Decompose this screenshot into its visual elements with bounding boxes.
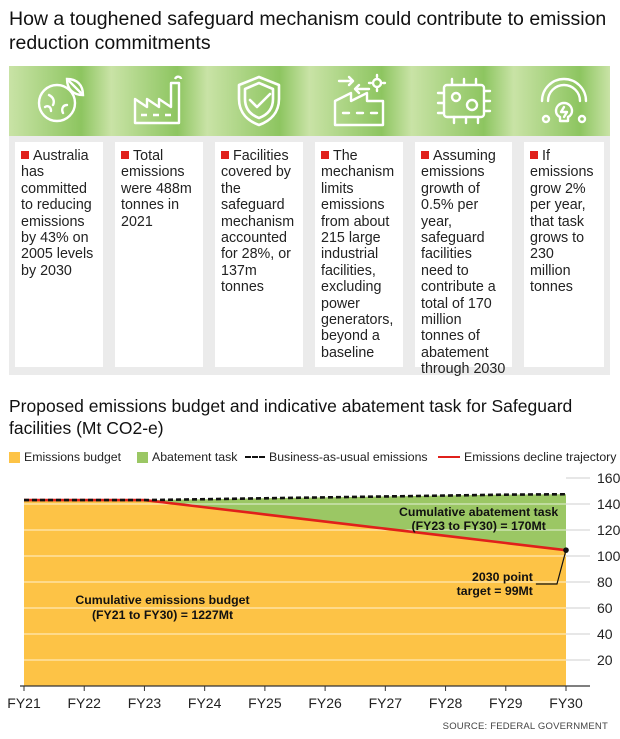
info-card: Assuming emissions growth of 0.5% per ye… bbox=[409, 66, 518, 377]
x-tick-label: FY25 bbox=[248, 695, 282, 711]
y-tick-label: 120 bbox=[597, 522, 620, 538]
info-card: Total emissions were 488m tonnes in 2021 bbox=[109, 66, 209, 375]
factory-icon bbox=[109, 70, 209, 132]
info-card: If emissions grow 2% per year, that task… bbox=[518, 66, 610, 375]
x-tick-label: FY30 bbox=[549, 695, 583, 711]
x-tick-label: FY23 bbox=[128, 695, 162, 711]
legend-swatch bbox=[137, 451, 148, 463]
annotation-budget-line1: Cumulative emissions budget bbox=[75, 593, 249, 607]
card-text: Assuming emissions growth of 0.5% per ye… bbox=[415, 142, 512, 377]
bullet-marker bbox=[221, 151, 229, 159]
card-text: Australia has committed to reducing emis… bbox=[15, 142, 103, 367]
card-text: Facilities covered by the safeguard mech… bbox=[215, 142, 303, 367]
annotation-budget-line2: (FY21 to FY30) = 1227Mt bbox=[92, 608, 233, 622]
budget-area bbox=[24, 500, 566, 686]
bullet-marker bbox=[21, 151, 29, 159]
x-tick-label: FY21 bbox=[7, 695, 41, 711]
legend-item-abatement: Abatement task bbox=[137, 450, 237, 464]
annotation-target-line1: 2030 point bbox=[472, 570, 533, 584]
target-leader-line bbox=[535, 549, 567, 585]
circuit-board-icon bbox=[409, 70, 518, 132]
legend-swatch bbox=[9, 451, 20, 463]
x-tick-label: FY27 bbox=[369, 695, 403, 711]
legend-line bbox=[438, 456, 460, 458]
legend-item-bau: Business-as-usual emissions bbox=[245, 450, 428, 464]
y-tick-label: 100 bbox=[597, 548, 620, 564]
legend-item-budget: Emissions budget bbox=[9, 450, 121, 464]
card-text: If emissions grow 2% per year, that task… bbox=[524, 142, 604, 367]
bullet-marker bbox=[121, 151, 129, 159]
card-text: Total emissions were 488m tonnes in 2021 bbox=[115, 142, 203, 367]
x-tick-label: FY22 bbox=[67, 695, 101, 711]
y-tick-label: 60 bbox=[597, 600, 613, 616]
x-tick-label: FY29 bbox=[489, 695, 523, 711]
y-tick-label: 140 bbox=[597, 496, 620, 512]
bullet-marker bbox=[321, 151, 329, 159]
info-card: Facilities covered by the safeguard mech… bbox=[209, 66, 309, 375]
abatement-area bbox=[24, 494, 566, 551]
card-text: The mechanism limits emissions from abou… bbox=[315, 142, 403, 367]
bullet-marker bbox=[530, 151, 538, 159]
y-tick-label: 40 bbox=[597, 626, 613, 642]
earth-leaf-icon bbox=[9, 70, 109, 132]
shield-check-icon bbox=[209, 70, 309, 132]
bau-emissions-line bbox=[24, 492, 567, 502]
page-title: How a toughened safeguard mechanism coul… bbox=[9, 8, 607, 54]
bullet-marker bbox=[421, 151, 429, 159]
info-card: Australia has committed to reducing emis… bbox=[9, 66, 109, 375]
x-tick-label: FY26 bbox=[308, 695, 342, 711]
x-tick-label: FY24 bbox=[188, 695, 222, 711]
x-tick-label: FY28 bbox=[429, 695, 463, 711]
emissions-chart: 20 40 60 80 100 120 140 160 FY21 FY22 FY23 FY24 FY25… bbox=[7, 470, 620, 711]
legend-item-decline: Emissions decline trajectory bbox=[438, 450, 616, 464]
chart-title: Proposed emissions budget and indicative… bbox=[9, 396, 573, 438]
legend-line bbox=[245, 456, 265, 458]
info-card: The mechanism limits emissions from abou… bbox=[309, 66, 409, 375]
y-tick-label: 80 bbox=[597, 574, 613, 590]
annotation-target-line2: target = 99Mt bbox=[457, 584, 533, 598]
gauge-lightbulb-icon bbox=[518, 70, 610, 132]
annotation-abatement-line2: (FY23 to FY30) = 170Mt bbox=[412, 519, 546, 533]
icon-band bbox=[9, 66, 610, 136]
annotation-abatement-line1: Cumulative abatement task bbox=[399, 505, 558, 519]
source-note: SOURCE: FEDERAL GOVERNMENT bbox=[442, 721, 608, 732]
y-tick-label: 160 bbox=[597, 470, 620, 486]
chart-legend: Emissions budget Abatement task Business… bbox=[9, 450, 616, 466]
info-panel: Australia has committed to reducing emis… bbox=[9, 66, 610, 377]
industrial-facility-icon bbox=[309, 70, 409, 132]
y-tick-label: 20 bbox=[597, 652, 613, 668]
target-point bbox=[563, 547, 569, 553]
